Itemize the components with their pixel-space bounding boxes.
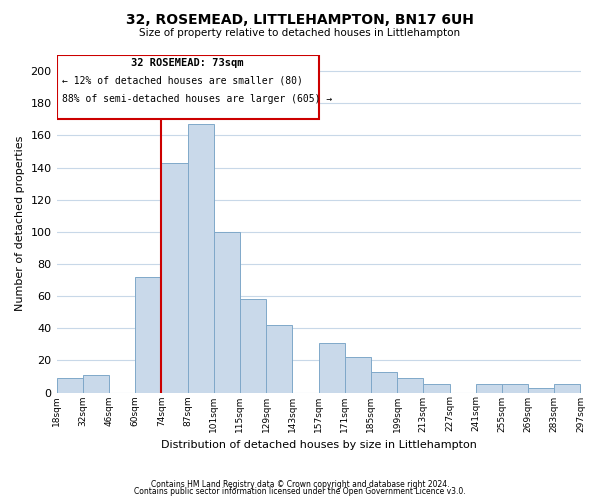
Bar bbox=[397, 378, 424, 392]
Text: ← 12% of detached houses are smaller (80): ← 12% of detached houses are smaller (80… bbox=[62, 76, 302, 86]
Bar bbox=[135, 277, 161, 392]
Bar bbox=[528, 388, 554, 392]
Bar bbox=[266, 325, 292, 392]
Bar bbox=[240, 300, 266, 392]
Text: Size of property relative to detached houses in Littlehampton: Size of property relative to detached ho… bbox=[139, 28, 461, 38]
Y-axis label: Number of detached properties: Number of detached properties bbox=[15, 136, 25, 312]
Text: 32, ROSEMEAD, LITTLEHAMPTON, BN17 6UH: 32, ROSEMEAD, LITTLEHAMPTON, BN17 6UH bbox=[126, 12, 474, 26]
Text: 32 ROSEMEAD: 73sqm: 32 ROSEMEAD: 73sqm bbox=[131, 58, 244, 68]
Bar bbox=[502, 384, 528, 392]
Bar bbox=[319, 342, 345, 392]
Bar bbox=[476, 384, 502, 392]
Text: 88% of semi-detached houses are larger (605) →: 88% of semi-detached houses are larger (… bbox=[62, 94, 332, 104]
Bar bbox=[161, 162, 188, 392]
FancyBboxPatch shape bbox=[56, 55, 319, 120]
Bar bbox=[56, 378, 83, 392]
X-axis label: Distribution of detached houses by size in Littlehampton: Distribution of detached houses by size … bbox=[161, 440, 476, 450]
Bar bbox=[424, 384, 449, 392]
Bar bbox=[188, 124, 214, 392]
Bar bbox=[554, 384, 580, 392]
Bar bbox=[83, 375, 109, 392]
Text: Contains public sector information licensed under the Open Government Licence v3: Contains public sector information licen… bbox=[134, 487, 466, 496]
Bar bbox=[214, 232, 240, 392]
Bar bbox=[371, 372, 397, 392]
Bar bbox=[345, 357, 371, 392]
Text: Contains HM Land Registry data © Crown copyright and database right 2024.: Contains HM Land Registry data © Crown c… bbox=[151, 480, 449, 489]
